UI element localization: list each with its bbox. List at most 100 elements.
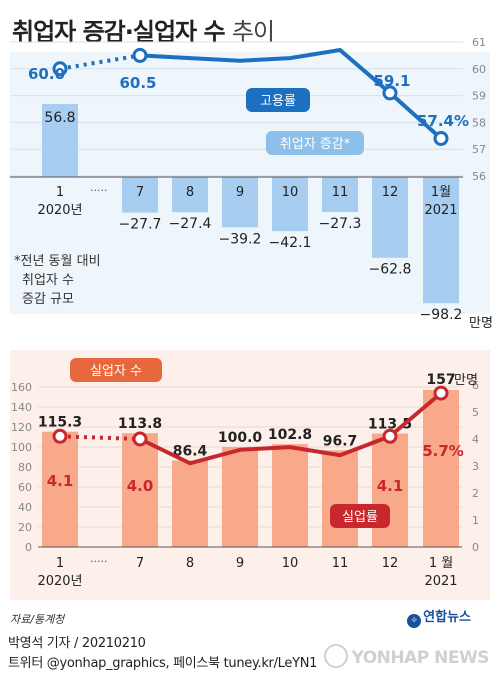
chart1-right-tick-label: 58 bbox=[472, 116, 486, 129]
chart2-line-value-label: 4.1 bbox=[47, 472, 74, 490]
chart1-bar bbox=[272, 177, 308, 232]
byline: 박영석 기자 / 20210210 bbox=[8, 636, 146, 651]
page-title: 취업자 증감·실업자 수 추이 bbox=[12, 18, 275, 46]
chart2-bar-value-label: 157 bbox=[426, 372, 455, 388]
chart2-bar bbox=[272, 444, 308, 547]
chart2-left-tick-label: 60 bbox=[18, 481, 32, 494]
axis-break-dots: ····· bbox=[90, 555, 107, 568]
chart2-left-tick-label: 100 bbox=[11, 441, 32, 454]
chart2-right-tick-label: 5 bbox=[472, 406, 479, 419]
legend-unemployed-box bbox=[70, 358, 162, 382]
chart1-unit-label: 만명 bbox=[469, 316, 493, 331]
chart2-x-tick-label: 9 bbox=[236, 556, 244, 571]
chart2-line-point bbox=[52, 428, 68, 444]
chart2-right-tick-label: 3 bbox=[472, 460, 479, 473]
chart2-bar bbox=[42, 431, 78, 547]
chart1-bar bbox=[322, 177, 358, 213]
yonhap-logo-icon: ✧ bbox=[407, 614, 422, 628]
watermark: YONHAP NEWS bbox=[323, 644, 490, 668]
chart1-bar bbox=[122, 177, 158, 213]
chart1-right-tick-label: 60 bbox=[472, 63, 486, 76]
chart2-right-tick-label: 2 bbox=[472, 487, 479, 500]
chart2-line-point bbox=[433, 385, 449, 401]
chart1-right-tick-label: 59 bbox=[472, 90, 486, 103]
chart1-footnote: 증감 규모 bbox=[22, 292, 74, 307]
chart1-line-point bbox=[382, 85, 398, 101]
chart1-bar-value-label: −27.4 bbox=[169, 216, 212, 232]
chart2-line-value-label: 4.1 bbox=[377, 477, 404, 495]
chart2-right-tick-label: 1 bbox=[472, 514, 479, 527]
legend-employment-change: 취업자 증감* bbox=[280, 137, 351, 152]
chart2-left-tick-label: 140 bbox=[11, 401, 32, 414]
chart2-bar-value-label: 96.7 bbox=[323, 433, 358, 449]
legend-unemployment-rate: 실업률 bbox=[342, 510, 378, 525]
chart2-bar bbox=[322, 450, 358, 547]
chart1-x-tick-label: 1 bbox=[56, 185, 64, 200]
chart1-x-tick-label: 9 bbox=[236, 185, 244, 200]
legend-employment-change-box bbox=[266, 131, 364, 155]
chart2-x-tick-label: 11 bbox=[332, 556, 349, 571]
chart1-bar-value-label: −27.7 bbox=[119, 217, 162, 233]
yonhap-logo: ✧ 연합뉴스 bbox=[407, 606, 471, 628]
chart2-x-tick-label: 8 bbox=[186, 556, 194, 571]
chart2-x-tick-label: 1 bbox=[56, 556, 64, 571]
chart2-line-value-label: 4.0 bbox=[127, 477, 154, 495]
legend-unemployed: 실업자 수 bbox=[90, 364, 142, 379]
chart2-left-tick-label: 20 bbox=[18, 521, 32, 534]
chart2-bar bbox=[172, 460, 208, 547]
chart1-bar-value-label: 56.8 bbox=[44, 110, 75, 126]
chart2-x-tick-label: 12 bbox=[382, 556, 399, 571]
chart2-x-tick-label: 1 월 bbox=[429, 556, 453, 571]
source-text: 자료/통계청 bbox=[10, 613, 65, 626]
chart2-bar bbox=[372, 433, 408, 547]
chart1-x-tick-label: 10 bbox=[282, 185, 299, 200]
chart1-bar-value-label: −98.2 bbox=[420, 307, 463, 323]
chart1-bar bbox=[172, 177, 208, 213]
chart2-line-point bbox=[132, 431, 148, 447]
chart2-bar bbox=[222, 447, 258, 547]
chart1-x-tick-label: 2021 bbox=[424, 203, 457, 218]
chart2-x-tick-label: 2020년 bbox=[37, 574, 82, 589]
chart1-bar bbox=[423, 177, 459, 304]
chart2-bar-value-label: 86.4 bbox=[173, 444, 208, 460]
social-links: 트위터 @yonhap_graphics, 페이스북 tuney.kr/LeYN… bbox=[8, 656, 318, 671]
chart1-x-tick-label: 11 bbox=[332, 185, 349, 200]
chart1-x-tick-label: 12 bbox=[382, 185, 399, 200]
chart1-right-tick-label: 57 bbox=[472, 143, 486, 156]
chart1-bar bbox=[222, 177, 258, 228]
chart2-line-value-label: 5.7% bbox=[422, 442, 464, 460]
chart2-bar-value-label: 115.3 bbox=[38, 415, 82, 431]
chart1-footnote: *전년 동월 대비 bbox=[14, 254, 101, 269]
chart2-left-tick-label: 160 bbox=[11, 381, 32, 394]
chart1-line-point bbox=[52, 61, 68, 77]
chart2-x-tick-label: 2021 bbox=[424, 574, 457, 589]
chart2-unemployment-rate-dotted bbox=[59, 434, 141, 441]
chart2-x-tick-label: 7 bbox=[136, 556, 144, 571]
chart2-bar bbox=[423, 390, 459, 547]
chart1-x-tick-label: 2020년 bbox=[37, 203, 82, 218]
chart1-x-tick-label: 7 bbox=[136, 185, 144, 200]
chart2-right-tick-label: 6 bbox=[472, 379, 479, 392]
chart1-line-value-label: 57.4% bbox=[417, 112, 469, 130]
chart2-left-tick-label: 40 bbox=[18, 501, 32, 514]
chart1-x-tick-label: 8 bbox=[186, 185, 194, 200]
chart1-bar bbox=[42, 104, 78, 177]
chart1-footnote: 취업자 수 bbox=[22, 273, 74, 288]
chart1-line-value-label: 60.5 bbox=[119, 74, 156, 92]
chart2-bar-value-label: 102.8 bbox=[268, 427, 312, 443]
chart1-bar-value-label: −62.8 bbox=[369, 262, 412, 278]
chart2-right-tick-label: 4 bbox=[472, 433, 479, 446]
chart2-left-tick-label: 0 bbox=[25, 541, 32, 554]
chart2-x-tick-label: 10 bbox=[282, 556, 299, 571]
chart1-bar bbox=[372, 177, 408, 258]
chart2-right-tick-label: 0 bbox=[472, 541, 479, 554]
chart2-bar bbox=[122, 433, 158, 547]
chart1-bar-value-label: −39.2 bbox=[219, 231, 262, 247]
legend-employment-rate: 고용률 bbox=[260, 94, 296, 109]
chart2-unit-label: 만명 bbox=[454, 373, 478, 388]
chart1-line-point bbox=[132, 47, 148, 63]
chart2-left-tick-label: 80 bbox=[18, 461, 32, 474]
chart1-x-tick-label: 1월 bbox=[431, 185, 451, 200]
chart1-right-tick-label: 61 bbox=[472, 36, 486, 49]
